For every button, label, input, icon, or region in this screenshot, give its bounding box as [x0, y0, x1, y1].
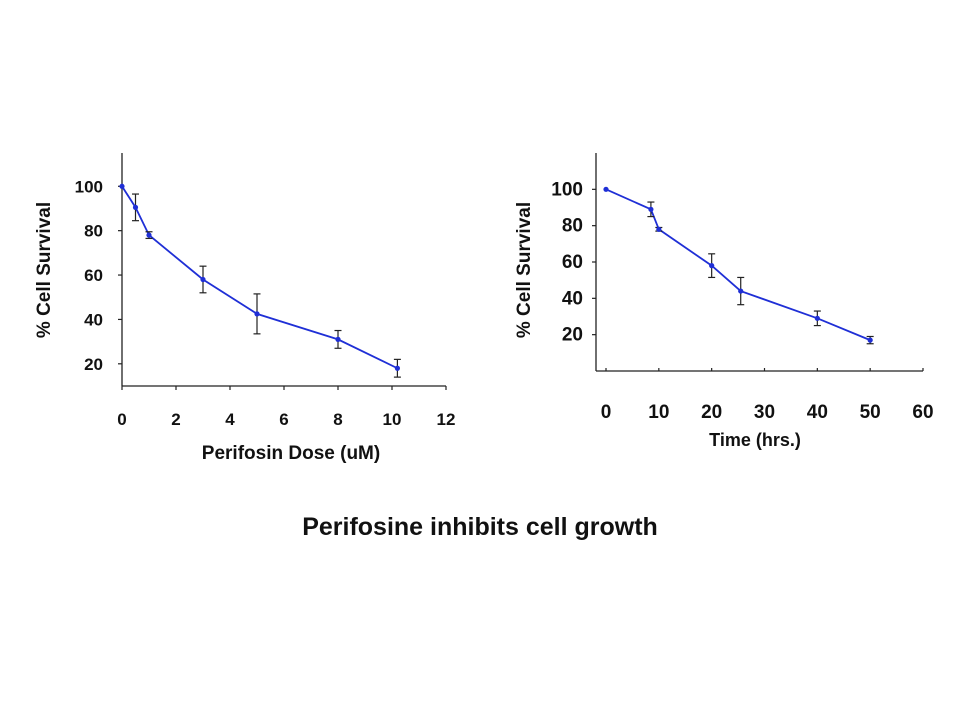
y-tick-label: 20 — [562, 325, 583, 346]
data-point — [335, 336, 341, 342]
y-tick-label: 100 — [551, 179, 583, 200]
x-tick-label: 10 — [648, 402, 669, 423]
y-tick-label: 80 — [84, 222, 103, 241]
x-tick-label: 20 — [701, 402, 722, 423]
x-tick-label: 40 — [807, 402, 828, 423]
y-tick-label: 60 — [84, 266, 103, 285]
series-line — [605, 188, 871, 341]
x-tick-label: 6 — [279, 410, 288, 429]
data-point — [603, 186, 609, 192]
data-point — [394, 365, 400, 371]
data-point — [656, 226, 662, 232]
x-tick-label: 0 — [601, 402, 612, 423]
data-point — [648, 206, 654, 212]
x-tick-label: 50 — [860, 402, 881, 423]
y-tick-label: 80 — [562, 216, 583, 237]
x-tick-label: 2 — [171, 410, 180, 429]
x-axis-title: Perifosin Dose (uM) — [202, 443, 380, 464]
x-tick-label: 30 — [754, 402, 775, 423]
y-tick-label: 40 — [562, 288, 583, 309]
data-point — [119, 183, 125, 189]
y-axis-title: % Cell Survival — [34, 202, 55, 338]
y-tick-label: 20 — [84, 355, 103, 374]
data-point — [814, 315, 820, 321]
time-course-chart: 20 40 60 80 100 0 10 20 30 40 50 60 Time (hrs.) % Cel… — [514, 153, 934, 450]
data-point — [200, 276, 206, 283]
y-tick-label: 60 — [562, 252, 583, 273]
x-tick-label: 10 — [383, 410, 402, 429]
series-line — [121, 185, 398, 370]
y-tick-label: 100 — [75, 177, 103, 196]
x-tick-label: 8 — [333, 410, 342, 429]
data-point — [146, 232, 152, 238]
x-axis-title: Time (hrs.) — [709, 430, 801, 450]
data-point — [867, 337, 873, 343]
data-point — [709, 263, 715, 269]
x-tick-label: 60 — [912, 402, 933, 423]
x-tick-label: 4 — [225, 410, 235, 429]
data-point — [738, 288, 744, 294]
dose-response-chart: 20 40 60 80 100 0 2 4 6 8 10 12 Perifosin Dose (uM)%… — [34, 153, 455, 464]
data-point — [132, 204, 139, 210]
figure-caption: Perifosine inhibits cell growth — [302, 513, 658, 541]
x-tick-label: 12 — [437, 410, 456, 429]
y-tick-label: 40 — [84, 310, 103, 329]
data-point — [254, 311, 260, 317]
x-tick-label: 0 — [117, 410, 126, 429]
y-axis-title: % Cell Survival — [514, 202, 535, 338]
